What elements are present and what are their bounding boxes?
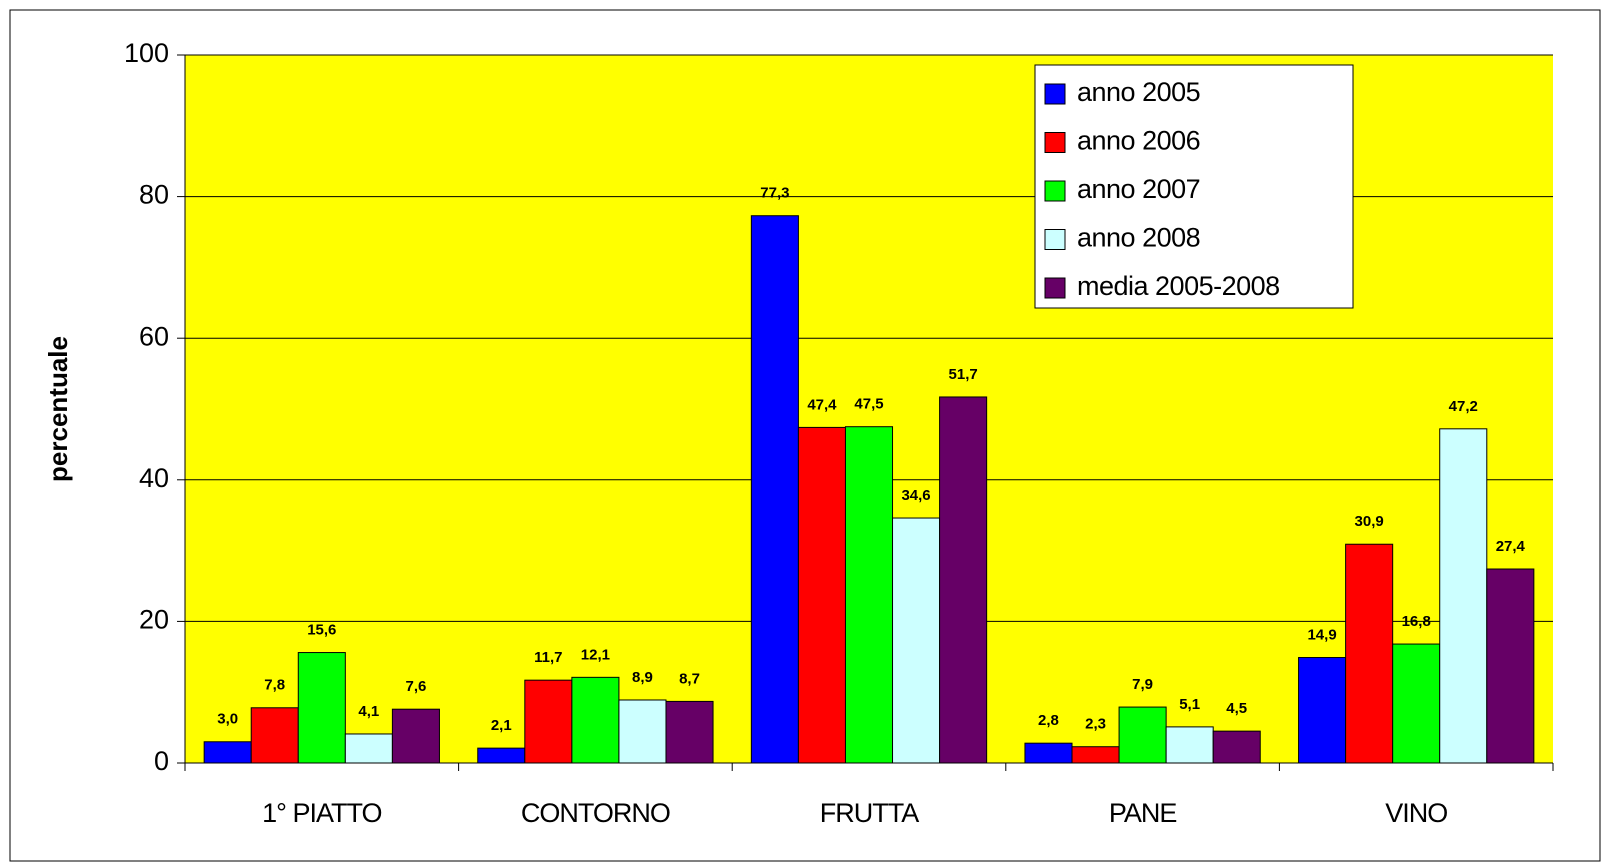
x-tick-label: PANE xyxy=(1109,798,1177,828)
bar xyxy=(665,700,714,764)
data-label: 47,5 xyxy=(854,396,883,413)
data-label: 27,4 xyxy=(1496,538,1526,555)
bar xyxy=(844,426,894,764)
legend-label: anno 2006 xyxy=(1077,126,1200,156)
bar xyxy=(750,215,799,764)
legend-swatch xyxy=(1044,277,1066,299)
x-tick-label: FRUTTA xyxy=(820,798,919,828)
data-label: 51,7 xyxy=(949,366,978,383)
data-label: 5,1 xyxy=(1179,696,1200,713)
data-label: 4,5 xyxy=(1226,700,1247,717)
data-label: 15,6 xyxy=(307,622,336,639)
data-label: 16,8 xyxy=(1402,613,1431,630)
y-tick-label: 0 xyxy=(154,746,169,776)
data-label: 34,6 xyxy=(901,487,930,504)
legend-label: anno 2008 xyxy=(1077,223,1200,253)
bar xyxy=(203,741,252,764)
x-tick-label: CONTORNO xyxy=(521,798,670,828)
bar xyxy=(618,699,667,764)
data-label: 12,1 xyxy=(581,646,610,663)
data-label: 14,9 xyxy=(1307,626,1336,643)
data-label: 11,7 xyxy=(534,649,562,666)
bar xyxy=(1024,742,1073,764)
x-tick-label: VINO xyxy=(1385,798,1447,828)
legend-swatch xyxy=(1044,132,1066,153)
bar xyxy=(297,652,346,764)
bar xyxy=(939,396,988,764)
bar xyxy=(892,517,941,764)
data-label: 7,6 xyxy=(405,678,426,695)
y-tick-label: 40 xyxy=(139,463,169,493)
bar xyxy=(1345,543,1394,764)
bar xyxy=(1165,726,1214,764)
y-tick-label: 80 xyxy=(139,180,169,210)
y-tick-label: 60 xyxy=(139,321,169,351)
legend-swatch xyxy=(1044,229,1066,250)
bar xyxy=(250,707,299,764)
data-label: 7,9 xyxy=(1132,676,1153,693)
legend-swatch xyxy=(1044,83,1066,105)
legend-swatch xyxy=(1044,180,1066,202)
bar xyxy=(391,708,440,764)
data-label: 3,0 xyxy=(217,711,238,728)
data-label: 2,8 xyxy=(1038,712,1059,729)
data-label: 30,9 xyxy=(1355,513,1384,530)
y-axis-label: percentuale xyxy=(43,336,73,482)
data-label: 7,8 xyxy=(264,677,285,694)
legend-label: anno 2005 xyxy=(1077,77,1200,107)
data-label: 47,2 xyxy=(1449,398,1478,415)
data-label: 4,1 xyxy=(358,703,379,720)
legend-label: media 2005-2008 xyxy=(1077,271,1280,301)
bar xyxy=(1392,643,1441,764)
data-label: 8,7 xyxy=(679,670,700,687)
y-tick-label: 100 xyxy=(124,38,169,68)
bar xyxy=(524,679,573,764)
legend-box xyxy=(1034,64,1354,309)
data-label: 47,4 xyxy=(807,396,837,413)
bar xyxy=(1298,657,1347,764)
bar xyxy=(1118,706,1167,764)
legend-label: anno 2007 xyxy=(1077,174,1200,204)
bar xyxy=(1212,730,1261,764)
x-tick-label: 1° PIATTO xyxy=(262,798,381,828)
bar xyxy=(477,747,526,764)
bar xyxy=(797,426,846,764)
bar xyxy=(1486,568,1535,764)
data-label: 77,3 xyxy=(760,185,789,202)
bar xyxy=(344,733,393,764)
bar xyxy=(1439,428,1488,764)
bar xyxy=(571,676,620,764)
y-tick-label: 20 xyxy=(139,605,169,635)
data-label: 2,1 xyxy=(491,717,512,734)
data-label: 8,9 xyxy=(632,669,653,686)
bar xyxy=(1071,746,1120,764)
data-label: 2,3 xyxy=(1085,716,1106,733)
